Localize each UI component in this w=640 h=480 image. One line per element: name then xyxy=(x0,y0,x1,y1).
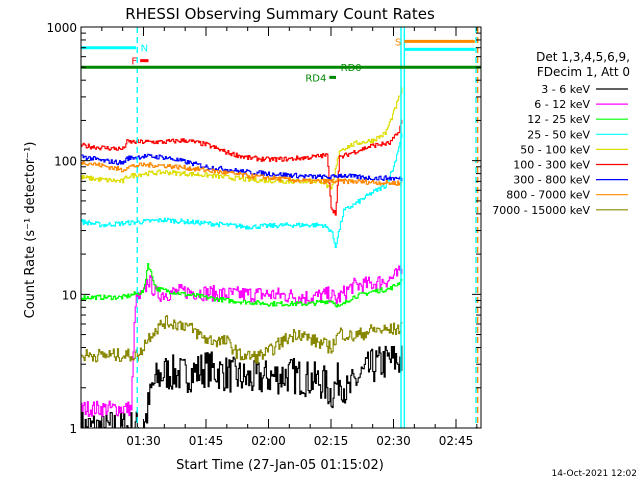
chart-title: RHESSI Observing Summary Count Rates xyxy=(125,5,435,23)
legend-label-6-12kev: 6 - 12 keV xyxy=(534,98,590,111)
series-line-300-800kev xyxy=(81,153,403,182)
legend-label-300-800kev: 300 - 800 keV xyxy=(513,174,590,187)
flag-label-n: N xyxy=(141,44,148,55)
flag-label-f: F xyxy=(131,57,137,68)
series-line-6-12kev xyxy=(81,265,403,418)
y-tick-label: 1000 xyxy=(46,21,77,35)
x-tick-label: 02:00 xyxy=(251,434,286,448)
legend-label-7000-15000kev: 7000 - 15000 keV xyxy=(492,204,590,217)
plot-frame xyxy=(80,26,482,429)
series-line-12-25kev xyxy=(81,262,403,308)
legend-label-50-100kev: 50 - 100 keV xyxy=(520,143,590,156)
generation-timestamp: 14-Oct-2021 12:02 xyxy=(552,469,637,479)
x-tick-label: 01:45 xyxy=(189,434,224,448)
legend-label-3-6kev: 3 - 6 keV xyxy=(541,83,590,96)
y-axis-label: Count Rate (s⁻¹ detector⁻¹) xyxy=(23,142,38,319)
flag-label-s: S xyxy=(395,37,401,48)
series-line-25-50kev xyxy=(81,133,403,248)
x-tick-label: 01:30 xyxy=(126,434,161,448)
series-line-7000-15000kev xyxy=(81,315,403,364)
y-tick-label: 100 xyxy=(54,155,77,169)
x-axis-label: Start Time (27-Jan-05 01:15:02) xyxy=(176,458,384,473)
series-line-50-100kev xyxy=(81,87,403,190)
legend-label-800-7000kev: 800 - 7000 keV xyxy=(506,189,590,202)
x-tick-label: 02:15 xyxy=(314,434,349,448)
legend-label-100-300kev: 100 - 300 keV xyxy=(513,159,590,172)
legend-header-line-2: FDecim 1, Att 0 xyxy=(537,65,630,79)
y-tick-label: 10 xyxy=(62,288,77,302)
y-tick-label: 1 xyxy=(69,422,77,436)
flag-label-rd4: RD4 xyxy=(305,73,326,84)
x-tick-label: 02:45 xyxy=(439,434,474,448)
series-line-800-7000kev xyxy=(81,160,403,186)
legend-label-12-25kev: 12 - 25 keV xyxy=(527,113,590,126)
flag-label-rd0: RD0 xyxy=(341,63,362,74)
legend-label-25-50kev: 25 - 50 keV xyxy=(527,128,590,141)
legend-header-line-1: Det 1,3,4,5,6,9, xyxy=(536,50,630,64)
series-line-100-300kev xyxy=(81,119,403,216)
x-tick-label: 02:30 xyxy=(376,434,411,448)
